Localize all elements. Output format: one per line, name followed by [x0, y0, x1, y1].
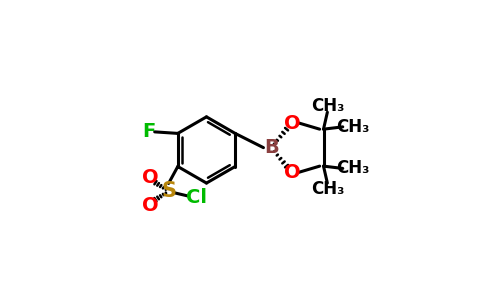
Text: F: F [142, 122, 155, 141]
Text: CH₃: CH₃ [311, 180, 344, 198]
Text: O: O [285, 113, 301, 133]
Text: CH₃: CH₃ [336, 118, 369, 136]
Text: CH₃: CH₃ [311, 97, 344, 115]
Text: O: O [142, 168, 158, 187]
Text: O: O [142, 196, 158, 214]
Text: O: O [285, 163, 301, 182]
Text: CH₃: CH₃ [336, 159, 369, 177]
Text: B: B [264, 138, 278, 157]
Text: Cl: Cl [186, 188, 207, 207]
Text: S: S [161, 181, 176, 201]
